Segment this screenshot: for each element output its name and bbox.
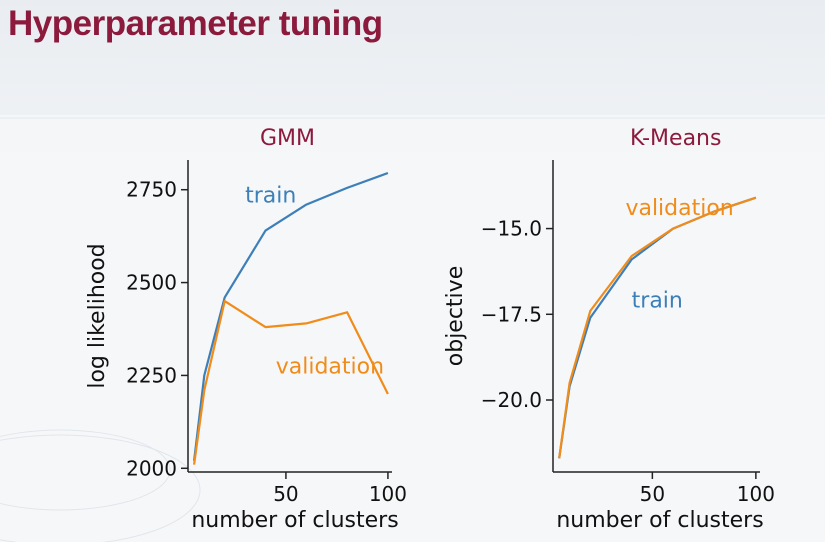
x-tick-label: 100	[369, 482, 407, 506]
series-annotation-validation: validation	[276, 355, 384, 380]
series-annotation-validation: validation	[625, 196, 733, 221]
series-line-train	[193, 171, 389, 462]
x-axis-label: number of clusters	[191, 508, 398, 533]
y-tick-label: 2250	[126, 363, 177, 387]
series-line-train	[558, 196, 757, 459]
series-line-validation	[558, 196, 757, 459]
series-line-validation	[193, 300, 389, 465]
y-tick-label: −17.5	[481, 302, 542, 326]
chart-title: K-Means	[630, 126, 721, 151]
y-tick-label: 2500	[126, 271, 177, 295]
y-axis-label: log likelihood	[85, 243, 110, 388]
x-axis-label: number of clusters	[556, 508, 763, 533]
series-annotation-train: train	[245, 184, 296, 209]
y-tick-label: 2750	[126, 178, 177, 202]
y-tick-label: −20.0	[481, 388, 542, 412]
x-tick-label: 50	[273, 482, 298, 506]
x-tick-label: 50	[640, 482, 665, 506]
chart-title: GMM	[260, 126, 315, 151]
x-tick-label: 100	[737, 482, 775, 506]
y-tick-label: 2000	[126, 456, 177, 480]
slide-title: Hyperparameter tuning	[8, 4, 383, 43]
y-tick-label: −15.0	[481, 217, 542, 241]
series-annotation-train: train	[632, 288, 683, 313]
y-axis-label: objective	[443, 266, 468, 366]
